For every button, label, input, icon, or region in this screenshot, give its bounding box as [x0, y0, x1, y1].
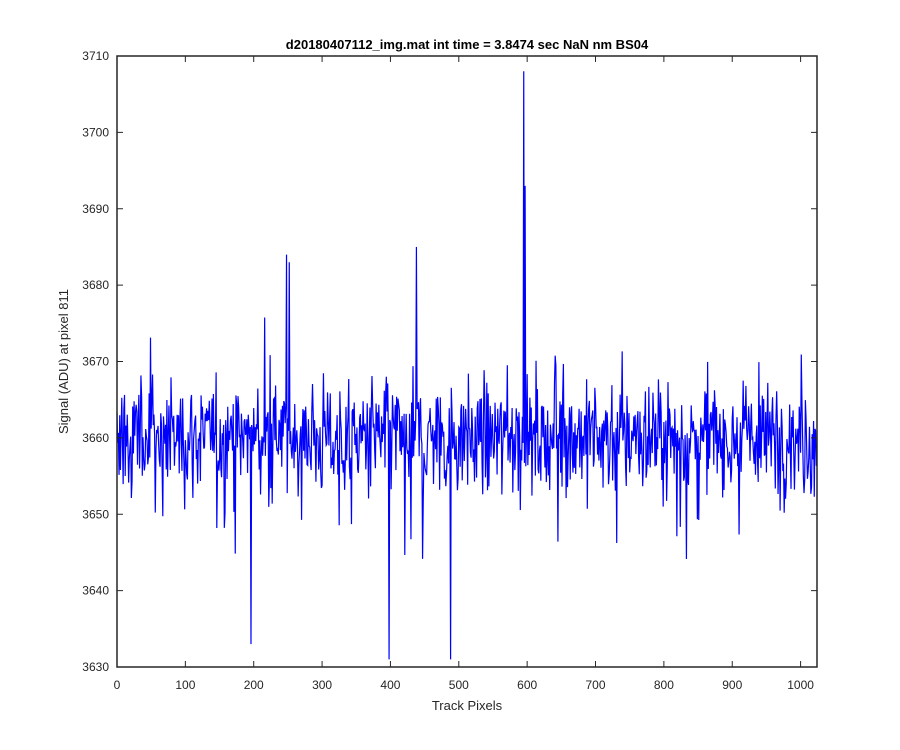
y-tick-label: 3650 — [82, 507, 109, 521]
y-tick-label: 3710 — [82, 49, 109, 63]
x-tick-label: 900 — [722, 678, 742, 692]
y-tick-label: 3700 — [82, 125, 109, 139]
y-tick-label: 3670 — [82, 355, 109, 369]
x-axis-label: Track Pixels — [432, 698, 503, 713]
x-tick-label: 600 — [517, 678, 537, 692]
y-tick-label: 3680 — [82, 278, 109, 292]
x-axis-ticks: 0 100 200 300 400 500 600 700 800 900 1000 — [114, 56, 814, 692]
y-tick-label: 3630 — [82, 660, 109, 674]
axes-background — [117, 56, 817, 667]
y-tick-label: 3640 — [82, 584, 109, 598]
y-axis-ticks: 3630 3640 3650 3660 3670 3680 3690 3700 3710 — [82, 49, 817, 674]
x-tick-label: 700 — [586, 678, 606, 692]
y-tick-label: 3660 — [82, 431, 109, 445]
x-tick-label: 800 — [654, 678, 674, 692]
x-tick-label: 500 — [449, 678, 469, 692]
x-tick-label: 300 — [312, 678, 332, 692]
axes-box — [116, 55, 818, 668]
chart-title: d20180407112_img.mat int time = 3.8474 s… — [286, 37, 649, 52]
x-tick-label: 1000 — [787, 678, 814, 692]
x-tick-label: 400 — [380, 678, 400, 692]
signal-trace-group — [116, 71, 817, 660]
y-axis-label: Signal (ADU) at pixel 811 — [56, 289, 71, 434]
x-tick-label: 0 — [114, 678, 121, 692]
x-tick-label: 100 — [175, 678, 195, 692]
y-tick-label: 3690 — [82, 202, 109, 216]
x-tick-label: 200 — [244, 678, 264, 692]
signal-trace-line — [116, 71, 817, 660]
